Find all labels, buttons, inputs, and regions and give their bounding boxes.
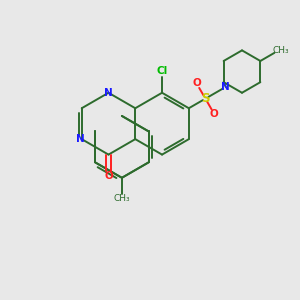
Text: O: O: [210, 109, 219, 119]
Text: CH₃: CH₃: [114, 194, 130, 203]
Text: N: N: [104, 88, 113, 98]
Text: N: N: [221, 82, 230, 92]
Text: Cl: Cl: [156, 66, 168, 76]
Text: CH₃: CH₃: [272, 46, 289, 55]
Text: N: N: [76, 134, 85, 144]
Text: S: S: [201, 92, 210, 105]
Text: O: O: [104, 171, 113, 181]
Text: O: O: [192, 78, 201, 88]
